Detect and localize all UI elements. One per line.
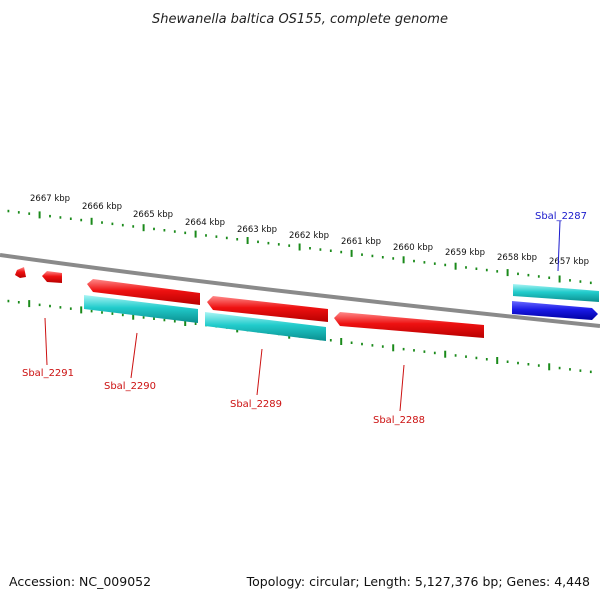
accession-text: Accession: NC_009052 <box>9 574 151 589</box>
map-title: Shewanella baltica OS155, complete genom… <box>152 12 448 27</box>
gene-sbal-2288[interactable] <box>334 312 484 338</box>
scale-label: 2658 kbp <box>497 253 537 263</box>
gene-label-sbal-2289[interactable]: Sbal_2289 <box>230 399 282 410</box>
label-leaders <box>44 220 561 412</box>
scale-label: 2660 kbp <box>393 243 433 253</box>
scale-label: 2659 kbp <box>445 248 485 258</box>
scale-label: 2661 kbp <box>341 237 381 247</box>
gene-sbal-2287[interactable] <box>512 301 598 320</box>
scale-label: 2662 kbp <box>289 231 329 241</box>
leader-sbal-2288 <box>399 364 405 412</box>
leader-sbal-2287 <box>557 220 561 272</box>
scale-label: 2666 kbp <box>82 202 122 212</box>
leader-sbal-2289 <box>256 348 263 396</box>
forward-cds-track <box>512 301 598 320</box>
leader-sbal-2290 <box>130 332 138 379</box>
scale-labels: 2667 kbp 2666 kbp 2665 kbp 2664 kbp 2663… <box>30 194 589 267</box>
genome-summary-text: Topology: circular; Length: 5,127,376 bp… <box>246 574 590 589</box>
orf-2287[interactable] <box>513 284 599 302</box>
gene-label-sbal-2287[interactable]: Sbal_2287 <box>535 211 587 222</box>
leader-sbal-2291 <box>44 317 48 366</box>
gene-sbal-2291[interactable] <box>42 271 62 283</box>
gene-label-sbal-2290[interactable]: Sbal_2290 <box>104 381 156 392</box>
scale-label: 2664 kbp <box>185 218 225 228</box>
reverse-cds-track <box>15 267 484 338</box>
gene-label-sbal-2291[interactable]: Sbal_2291 <box>22 368 74 379</box>
gene-sbal-2290[interactable] <box>87 279 200 305</box>
gene-labels: Sbal_2287 Sbal_2288 Sbal_2289 Sbal_2290 … <box>22 211 587 426</box>
orf-2289[interactable] <box>205 312 326 341</box>
gene-sbal-2289[interactable] <box>207 296 328 322</box>
orf-track <box>84 284 599 341</box>
scale-ruler-top <box>7 209 592 285</box>
orf-2290[interactable] <box>84 295 198 323</box>
gene-label-sbal-2288[interactable]: Sbal_2288 <box>373 415 425 426</box>
scale-label: 2657 kbp <box>549 257 589 267</box>
genome-backbone <box>0 253 600 328</box>
gene-sbal-2291-fragment[interactable] <box>15 267 26 278</box>
scale-label: 2667 kbp <box>30 194 70 204</box>
scale-label: 2663 kbp <box>237 225 277 235</box>
scale-label: 2665 kbp <box>133 210 173 220</box>
